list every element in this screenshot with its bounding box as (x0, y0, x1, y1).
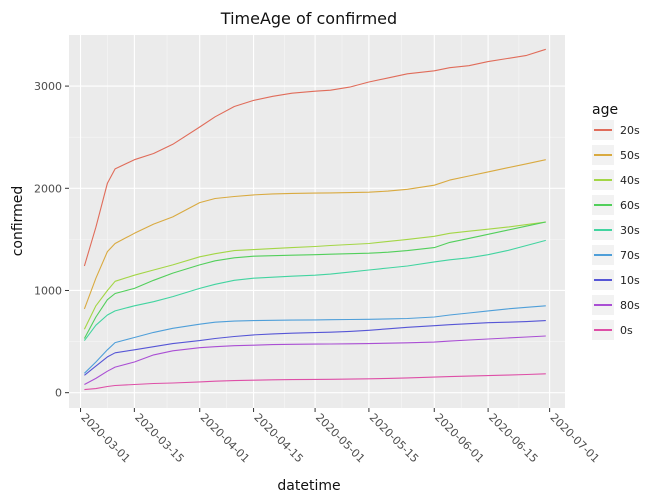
series-line-80s (84, 335, 546, 385)
y-axis-title: confirmed (10, 186, 26, 257)
y-tick-label: 1000 (34, 284, 62, 297)
legend-label-70s: 70s (620, 249, 640, 262)
legend-label-40s: 40s (620, 174, 640, 187)
series-line-70s (84, 305, 546, 374)
legend-label-20s: 20s (620, 124, 640, 137)
legend: age 20s 50s 40s 60s 30s 70s 10s 80s 0s (592, 102, 640, 340)
legend-label-60s: 60s (620, 199, 640, 212)
chart-title: TimeAge of confirmed (220, 9, 397, 28)
legend-title: age (592, 102, 618, 118)
series-line-50s (83, 159, 546, 310)
plot-panel (69, 35, 565, 408)
series-line-10s (84, 320, 546, 376)
y-tick-label: 0 (55, 387, 62, 400)
legend-label-10s: 10s (620, 274, 640, 287)
grid-lines (69, 35, 565, 408)
legend-label-50s: 50s (620, 149, 640, 162)
legend-label-0s: 0s (620, 324, 633, 337)
legend-label-80s: 80s (620, 299, 640, 312)
series-line-40s (83, 221, 546, 330)
series-lines (83, 48, 546, 391)
x-axis-title: datetime (277, 478, 340, 494)
y-tick-label: 2000 (34, 182, 62, 195)
legend-label-30s: 30s (620, 224, 640, 237)
y-axis-ticks: 0 1000 2000 3000 (34, 80, 69, 400)
series-line-0s (84, 373, 546, 391)
series-line-60s (83, 221, 546, 339)
y-tick-label: 3000 (34, 80, 62, 93)
series-line-30s (83, 239, 546, 341)
series-line-20s (83, 48, 546, 267)
